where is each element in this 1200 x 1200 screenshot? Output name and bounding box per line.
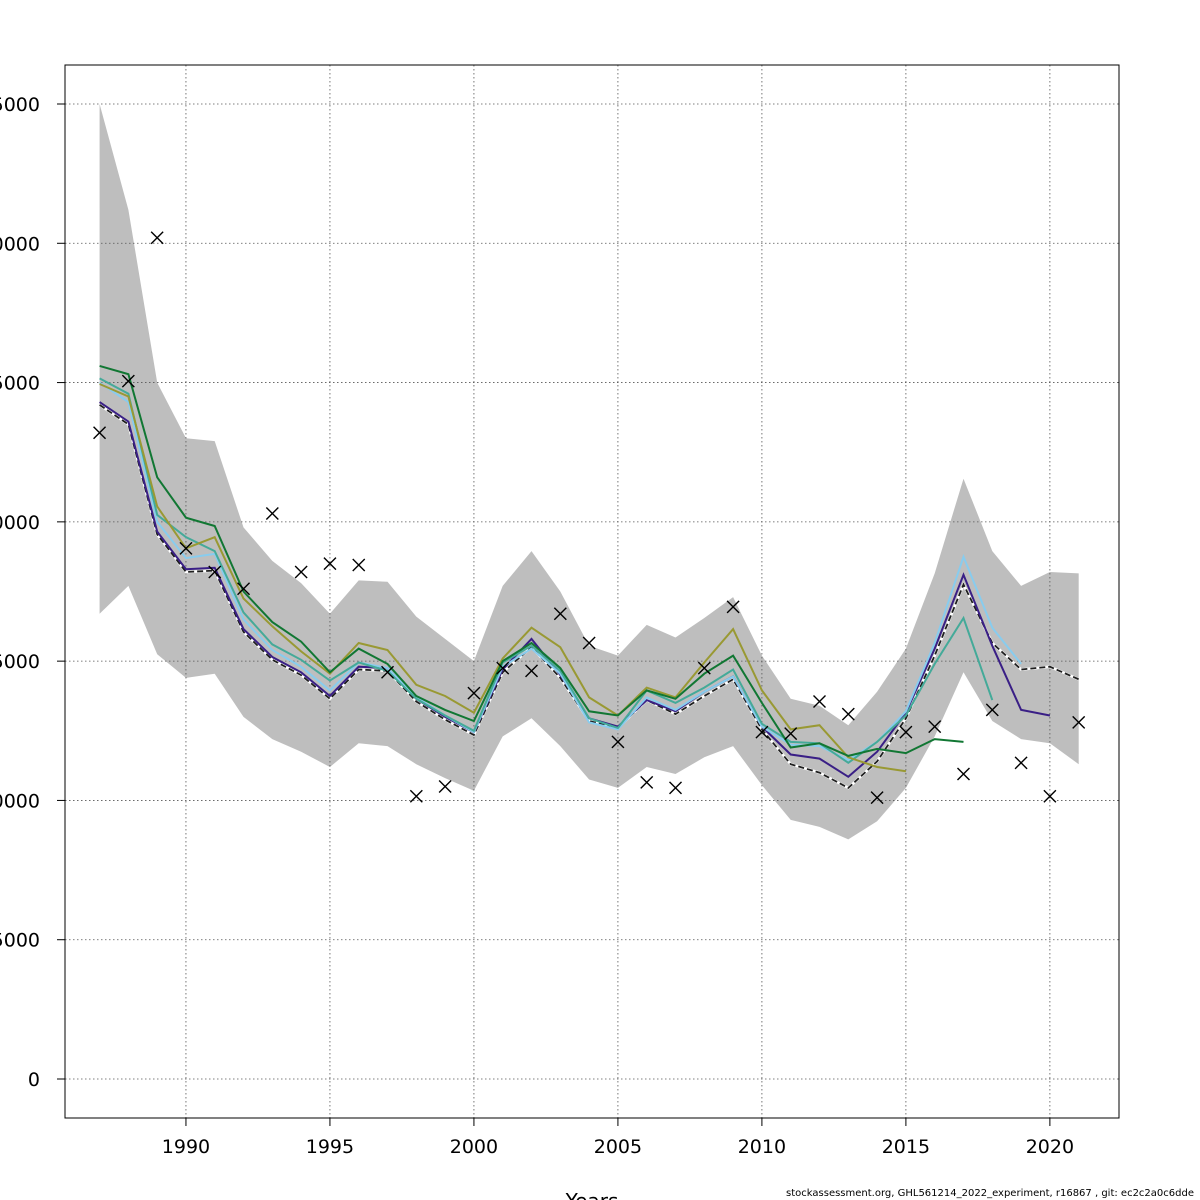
- y-tick-label: 5000: [0, 930, 40, 952]
- observation-point: [755, 725, 769, 739]
- observation-point: [726, 600, 740, 614]
- observation-point: [381, 665, 395, 679]
- observation-point: [1072, 715, 1086, 729]
- observation-point: [265, 507, 279, 520]
- observation-point: [553, 607, 567, 621]
- observation-point: [237, 582, 251, 596]
- observation-point: [121, 374, 135, 388]
- observation-point: [582, 636, 596, 650]
- x-tick-label: 2005: [594, 1136, 642, 1158]
- series-line-3: [99, 377, 994, 765]
- observation-point: [208, 565, 222, 579]
- series-line-0: [99, 404, 1080, 789]
- y-tick-label: 0: [28, 1069, 40, 1091]
- confidence-band-layer: [99, 104, 1079, 840]
- series-line-5: [99, 364, 964, 757]
- observation-point: [1043, 789, 1057, 803]
- observation-point: [438, 780, 452, 793]
- observation-point: [956, 767, 970, 781]
- observation-point: [697, 661, 711, 675]
- x-tick-label: 1990: [162, 1136, 210, 1158]
- x-tick-label: 1995: [306, 1136, 354, 1158]
- grid-layer: [65, 65, 1119, 1118]
- observation-point: [611, 735, 625, 749]
- observations-layer: [93, 231, 1086, 805]
- observation-point: [294, 565, 308, 579]
- series-line-4: [99, 383, 907, 773]
- observation-point: [985, 703, 999, 717]
- observation-point: [640, 775, 654, 789]
- observation-point: [409, 789, 423, 803]
- x-tick-label: 2015: [882, 1136, 930, 1158]
- observation-point: [870, 791, 884, 805]
- observation-point: [841, 707, 855, 721]
- axis-layer: 1990 1995 2000 2005 2010 2015 2020 0 5000 10000 15…: [0, 94, 1074, 1158]
- observation-point: [1014, 756, 1028, 770]
- y-tick-label: 30000: [0, 233, 40, 255]
- observation-point: [899, 725, 913, 739]
- observation-point: [784, 727, 798, 741]
- confidence-band: [99, 104, 1079, 840]
- footer-credit: stockassessment.org, GHL561214_2022_expe…: [786, 1188, 1194, 1199]
- x-tick-label: 2010: [738, 1136, 786, 1158]
- y-tick-label: 15000: [0, 651, 40, 673]
- y-tick-label: 25000: [0, 373, 40, 395]
- y-tick-label: 10000: [0, 790, 40, 812]
- plot-frame: [64, 64, 1120, 1119]
- x-axis-title: Years: [565, 1189, 619, 1200]
- observation-point: [813, 695, 826, 709]
- observation-point: [323, 557, 337, 571]
- observation-point: [525, 664, 539, 678]
- observation-point: [352, 558, 366, 572]
- observation-point: [496, 661, 510, 675]
- x-tick-label: 2000: [450, 1136, 498, 1158]
- observation-point: [150, 231, 164, 245]
- observation-point: [467, 686, 481, 700]
- x-tick-label: 2020: [1026, 1136, 1074, 1158]
- observation-point: [928, 720, 942, 734]
- observation-point: [669, 781, 683, 795]
- observation-point: [179, 541, 193, 555]
- observation-point: [93, 426, 107, 440]
- y-tick-label: 35000: [0, 94, 40, 116]
- series-layer: [98, 364, 1080, 790]
